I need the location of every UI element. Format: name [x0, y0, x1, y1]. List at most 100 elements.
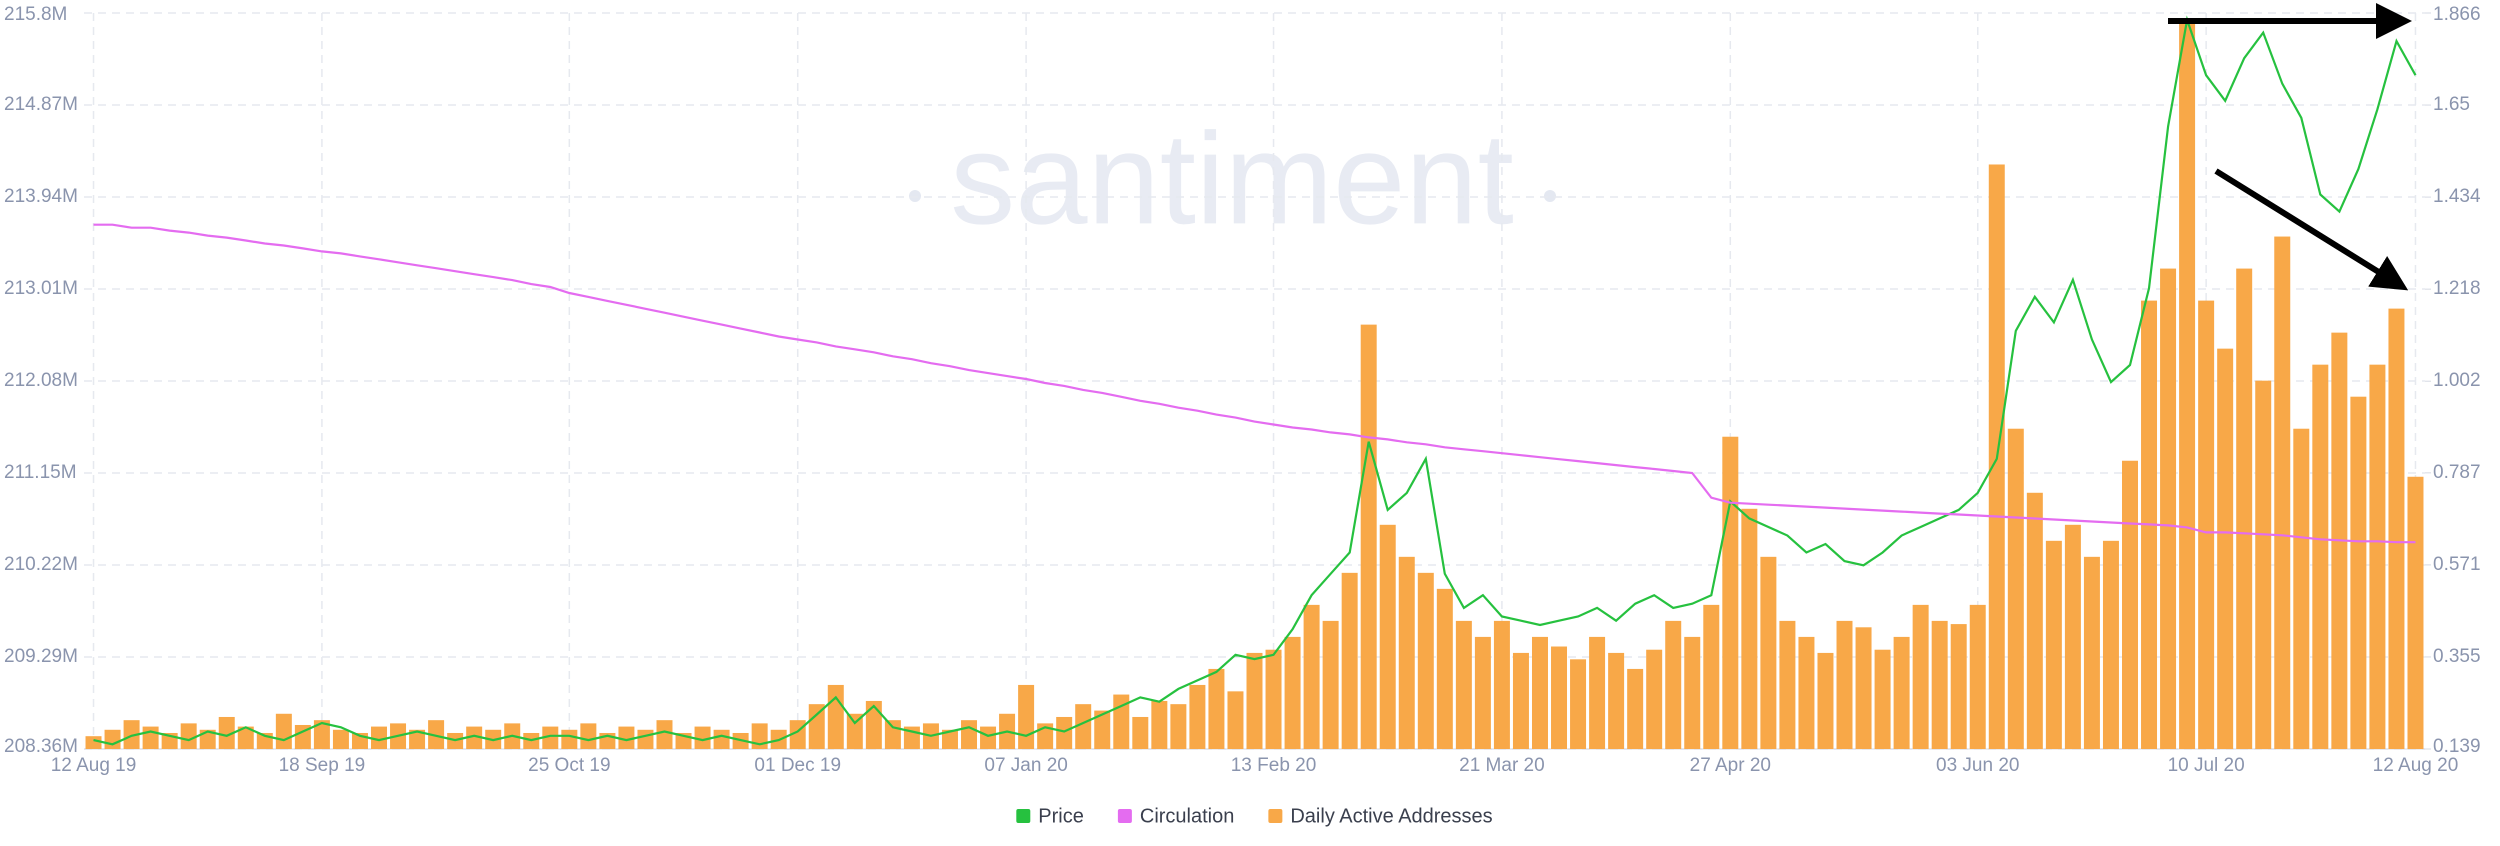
x-tick-label: 10 Jul 20 [2168, 755, 2245, 776]
y2-tick-label: 1.65 [2433, 94, 2470, 115]
bar [1950, 624, 1967, 749]
x-tick-label: 12 Aug 19 [51, 755, 137, 776]
legend-label: Circulation [1140, 805, 1234, 827]
bar [884, 720, 901, 749]
x-tick-label: 13 Feb 20 [1231, 755, 1317, 776]
y2-tick-label: 0.355 [2433, 646, 2481, 667]
bar [1227, 691, 1244, 749]
bar [1360, 324, 1377, 749]
bar [1018, 684, 1035, 749]
bar [1551, 646, 1568, 749]
bar [713, 729, 730, 749]
bar [1170, 704, 1187, 749]
y-tick-label: 213.94M [4, 186, 78, 207]
bar [808, 704, 825, 749]
x-tick-label: 25 Oct 19 [528, 755, 610, 776]
bar [2388, 308, 2405, 749]
annotation-arrow [2214, 168, 2409, 291]
y2-tick-label: 1.002 [2433, 370, 2481, 391]
y2-tick-label: 1.434 [2433, 186, 2481, 207]
bar [1684, 636, 1701, 749]
bar [980, 726, 997, 749]
bar [1455, 620, 1472, 749]
legend-label: Price [1038, 805, 1084, 827]
bar [1627, 668, 1644, 749]
y-tick-label: 212.08M [4, 370, 78, 391]
x-tick-label: 21 Mar 20 [1459, 755, 1545, 776]
bar [1151, 700, 1168, 749]
bar [1703, 604, 1720, 749]
bar [2045, 540, 2062, 749]
bar [1855, 627, 1872, 749]
bar [1722, 436, 1739, 749]
bar [2198, 300, 2215, 749]
bar [1969, 604, 1986, 749]
bar [275, 713, 292, 749]
y-tick-label: 213.01M [4, 278, 78, 299]
bar [2217, 348, 2234, 749]
bar [142, 726, 159, 749]
bar [1303, 604, 1320, 749]
bar [1493, 620, 1510, 749]
y2-tick-label: 1.218 [2433, 278, 2481, 299]
bar [1893, 636, 1910, 749]
bar [1589, 636, 1606, 749]
y2-tick-label: 1.866 [2433, 4, 2481, 25]
bar [2083, 556, 2100, 749]
bar [1265, 649, 1282, 749]
bar [313, 720, 330, 749]
line [93, 15, 2417, 746]
bar [1665, 620, 1682, 749]
bar [941, 729, 958, 749]
bar [2255, 380, 2272, 749]
bar [466, 726, 483, 749]
bar [846, 713, 863, 749]
y-tick-label: 211.15M [4, 462, 77, 483]
y-tick-label: 215.8M [4, 4, 67, 25]
bar [827, 684, 844, 749]
bar [294, 724, 311, 749]
bar [637, 729, 654, 749]
bar [1056, 716, 1073, 749]
bar [2407, 476, 2424, 749]
bar [409, 729, 426, 749]
legend-swatch [1117, 809, 1132, 823]
y-tick-label: 208.36M [4, 736, 78, 757]
bar [1760, 556, 1777, 749]
bar [1246, 652, 1263, 749]
bar [218, 716, 235, 749]
x-tick-label: 03 Jun 20 [1936, 755, 2019, 776]
bar [1208, 668, 1225, 749]
bar [237, 726, 254, 749]
bar [85, 736, 102, 749]
watermark: santiment [909, 105, 1556, 251]
y-tick-label: 209.29M [4, 646, 78, 667]
bar [2293, 428, 2310, 749]
bar [1512, 652, 1529, 749]
bar [1608, 652, 1625, 749]
plot-area: 215.8M 214.87M 213.94M 213.01M 212.08M 211.15… [4, 4, 2481, 776]
bar [1379, 524, 1396, 749]
bar [1931, 620, 1948, 749]
bar [1189, 684, 1206, 749]
x-tick-label: 27 Apr 20 [1690, 755, 1771, 776]
bar [1398, 556, 1415, 749]
bar [2160, 268, 2177, 749]
bar [332, 729, 349, 749]
bar [2064, 524, 2081, 749]
bar [1132, 716, 1149, 749]
bar [2179, 20, 2196, 750]
bar [694, 726, 711, 749]
bar [865, 700, 882, 749]
bar [2274, 236, 2291, 749]
bar [1322, 620, 1339, 749]
bar [104, 729, 121, 749]
bar [2350, 396, 2367, 749]
y2-tick-label: 0.787 [2433, 462, 2481, 483]
legend-swatch [1268, 809, 1283, 823]
bar [2026, 492, 2043, 749]
legend: Price Circulation Daily Active Addresses [1016, 805, 1493, 827]
bar [561, 729, 578, 749]
